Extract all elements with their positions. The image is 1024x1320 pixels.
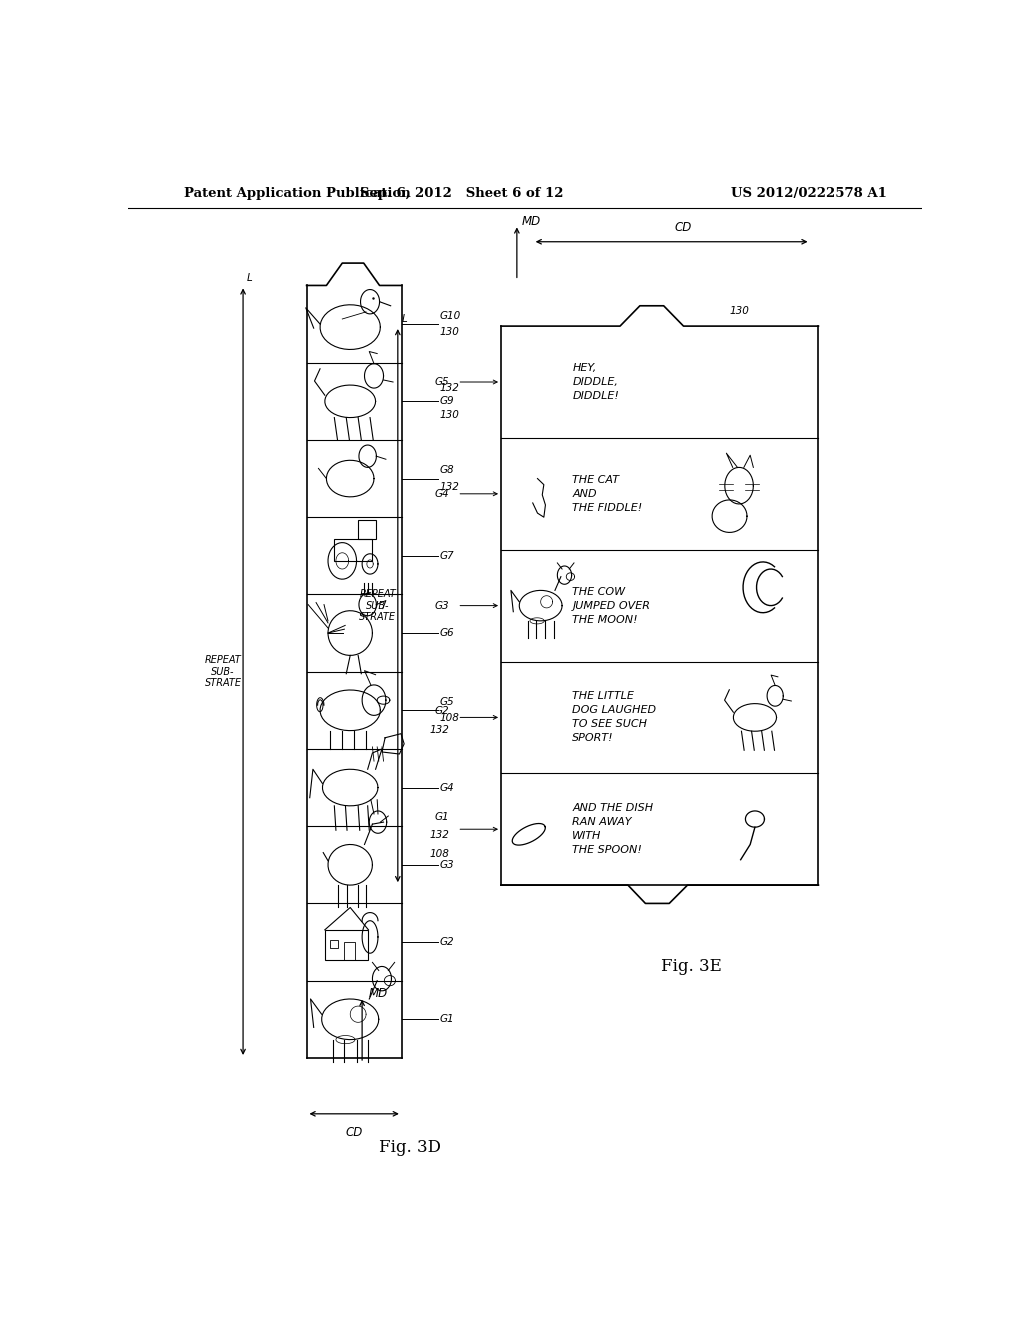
Text: THE LITTLE
DOG LAUGHED
TO SEE SUCH
SPORT!: THE LITTLE DOG LAUGHED TO SEE SUCH SPORT… [572,692,656,743]
Text: Fig. 3E: Fig. 3E [662,958,722,975]
Text: Sep. 6, 2012   Sheet 6 of 12: Sep. 6, 2012 Sheet 6 of 12 [359,187,563,201]
Text: 108: 108 [440,713,460,723]
Text: THE COW
JUMPED OVER
THE MOON!: THE COW JUMPED OVER THE MOON! [572,586,650,624]
Text: MD: MD [369,987,388,1001]
Text: 132: 132 [440,383,460,393]
Bar [325,929,369,961]
Text: CD: CD [675,220,692,234]
Text: $L$: $L$ [246,272,253,284]
Text: Fig. 3D: Fig. 3D [379,1139,440,1156]
Text: G5: G5 [440,697,455,708]
Text: Patent Application Publication: Patent Application Publication [183,187,411,201]
Text: G4: G4 [435,488,450,499]
Text: HEY,
DIDDLE,
DIDDLE!: HEY, DIDDLE, DIDDLE! [572,363,620,401]
Bar [330,940,338,948]
Text: 130: 130 [729,306,749,315]
Text: G7: G7 [440,550,455,561]
Text: REPEAT
SUB-
STRATE: REPEAT SUB- STRATE [205,655,242,688]
Text: US 2012/0222578 A1: US 2012/0222578 A1 [731,187,887,201]
Bar [344,942,355,961]
Text: G6: G6 [440,628,455,638]
Text: 132: 132 [440,482,460,491]
Text: 108: 108 [429,849,450,858]
Text: 130: 130 [440,409,460,420]
Bar [358,520,376,539]
Text: G10: G10 [440,312,461,321]
Bar [334,539,373,561]
Text: G4: G4 [440,783,455,792]
Text: G2: G2 [435,706,450,717]
Text: G3: G3 [440,859,455,870]
Text: G1: G1 [435,812,450,822]
Text: CD: CD [345,1126,362,1139]
Text: G3: G3 [435,601,450,611]
Text: G5: G5 [435,378,450,387]
Text: 132: 132 [429,830,450,841]
Text: THE CAT
AND
THE FIDDLE!: THE CAT AND THE FIDDLE! [572,475,643,512]
Text: REPEAT
SUB-
STRATE: REPEAT SUB- STRATE [359,589,396,622]
Text: 132: 132 [429,725,450,735]
Text: G1: G1 [440,1014,455,1024]
Text: AND THE DISH
RAN AWAY
WITH
THE SPOON!: AND THE DISH RAN AWAY WITH THE SPOON! [572,804,653,855]
Text: 130: 130 [440,327,460,337]
Text: G9: G9 [440,396,455,407]
Text: G8: G8 [440,466,455,475]
Text: MD: MD [521,215,541,227]
Text: G2: G2 [440,937,455,946]
Text: $L$: $L$ [401,312,409,325]
